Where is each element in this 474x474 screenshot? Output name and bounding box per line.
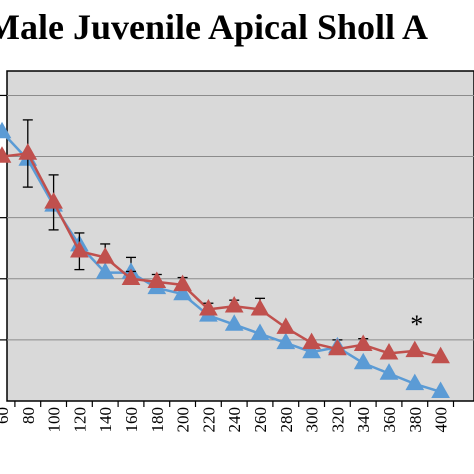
x-tick-label: 320 (328, 407, 347, 433)
data-point (302, 332, 321, 350)
data-point (431, 381, 450, 399)
data-point (405, 340, 425, 358)
data-point (70, 240, 89, 258)
data-point (276, 332, 296, 350)
data-point (147, 271, 167, 289)
data-point (173, 274, 192, 292)
x-tick-label: 380 (406, 407, 425, 433)
x-axis-ticks: 60 80 100 120 140 160 180 200 220 240 260 280 300 320… (0, 401, 455, 433)
gridlines (7, 94, 474, 341)
x-tick-label: 360 (380, 407, 399, 433)
x-tick-label: 240 (225, 407, 244, 433)
x-tick-label: 100 (45, 407, 64, 433)
x-tick-label: 140 (96, 407, 115, 433)
data-point (276, 317, 296, 334)
x-tick-label: 400 (432, 407, 451, 433)
significance-annotation: * (410, 310, 423, 339)
series-group (0, 119, 450, 364)
data-point (431, 346, 450, 364)
data-point (0, 146, 12, 163)
x-tick-label: 180 (148, 407, 167, 433)
data-point (353, 352, 373, 370)
plot-area (6, 70, 474, 402)
data-point (250, 299, 270, 316)
x-tick-label: 280 (277, 407, 296, 433)
x-tick-label: 340 (354, 407, 373, 433)
data-point (405, 373, 425, 391)
data-point (18, 143, 38, 160)
x-tick-label: 200 (174, 407, 193, 433)
data-point (379, 343, 399, 360)
data-point (95, 262, 115, 279)
data-point (121, 268, 141, 285)
data-point (0, 121, 12, 139)
data-point (379, 363, 399, 380)
x-tick-label: 220 (199, 407, 218, 433)
data-point (224, 314, 244, 331)
series-layer (0, 119, 450, 399)
data-point (353, 334, 373, 351)
data-point (250, 323, 270, 340)
x-tick-label: 80 (19, 407, 38, 424)
data-point (302, 341, 321, 359)
data-point (44, 192, 63, 209)
x-tick-label: 300 (303, 407, 322, 433)
x-tick-label: 60 (0, 407, 12, 424)
data-point (199, 299, 218, 316)
x-tick-label: 120 (70, 407, 89, 433)
chart-title: Male Juvenile Apical Sholl A (0, 7, 429, 47)
x-tick-label: 160 (122, 407, 141, 433)
annotation-layer: * (410, 310, 423, 339)
data-point (224, 295, 244, 313)
data-point (173, 283, 192, 301)
data-point (95, 247, 115, 264)
data-point (328, 338, 347, 356)
x-tick-label: 260 (251, 407, 270, 433)
